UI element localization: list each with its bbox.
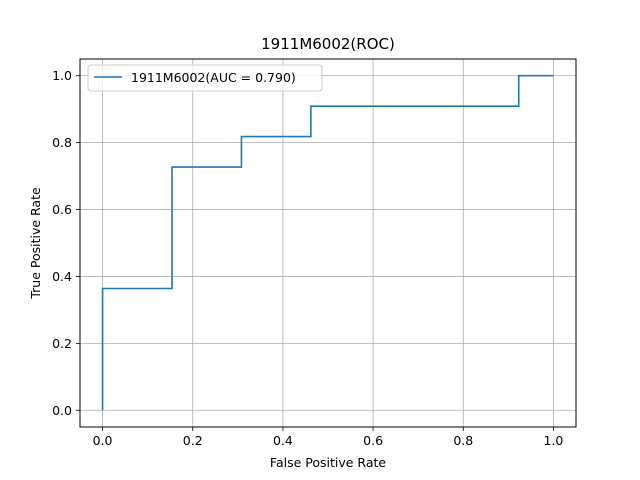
y-axis-label: True Positive Rate: [28, 187, 43, 300]
x-tick-label: 0.8: [453, 433, 473, 448]
x-tick-label: 0.2: [183, 433, 203, 448]
axis-ticks: 0.0 0.2 0.4 0.6 0.8 1.0 0.0 0.2 0.4 0.6 0.8 1.0: [52, 68, 563, 448]
y-tick-label: 0.6: [52, 202, 72, 217]
chart-title: 1911M6002(ROC): [261, 35, 395, 53]
y-tick-label: 0.8: [52, 135, 72, 150]
y-tick-label: 0.4: [52, 269, 72, 284]
legend-box: [87, 64, 323, 92]
x-axis-label: False Positive Rate: [270, 455, 386, 470]
y-tick-label: 1.0: [52, 68, 72, 83]
legend: 1911M6002(AUC = 0.790): [87, 64, 323, 92]
legend-entry-label: 1911M6002(AUC = 0.790): [131, 70, 296, 85]
x-tick-label: 0.6: [363, 433, 383, 448]
grid-lines: [80, 59, 576, 427]
roc-curve-line: [101, 74, 554, 411]
x-tick-label: 0.0: [93, 433, 113, 448]
x-tick-label: 1.0: [544, 433, 564, 448]
plot-area-frame: [79, 58, 577, 428]
x-tick-label: 0.4: [273, 433, 293, 448]
y-tick-label: 0.0: [52, 403, 72, 418]
series-layer: [101, 74, 554, 411]
y-tick-label: 0.2: [52, 336, 72, 351]
